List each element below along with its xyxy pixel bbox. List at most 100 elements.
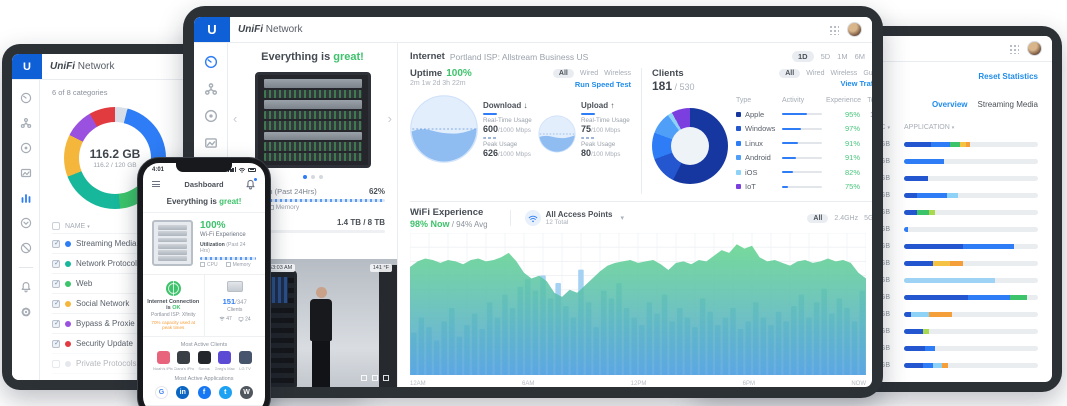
clients-icon[interactable]	[204, 109, 218, 123]
reset-statistics-link[interactable]: Reset Statistics	[978, 72, 1038, 81]
settings-gear-icon[interactable]	[20, 306, 32, 318]
category-checkbox[interactable]	[52, 319, 60, 328]
category-checkbox[interactable]	[52, 239, 60, 248]
type-color-dot	[736, 111, 741, 117]
experience-header[interactable]: Experience	[826, 97, 862, 104]
camera-controls[interactable]	[361, 375, 389, 381]
category-checkbox[interactable]	[52, 359, 60, 368]
client-name: Ciara's iPhone	[173, 366, 194, 371]
app-grid-icon[interactable]	[829, 24, 839, 35]
category-checkbox[interactable]	[52, 259, 60, 268]
wifi-experience-label: WiFi Experience	[410, 207, 484, 218]
notifications-bell-icon[interactable]	[245, 177, 257, 190]
carousel-dots[interactable]	[228, 175, 397, 179]
category-checkbox[interactable]	[52, 279, 60, 288]
clients-filter-wireless[interactable]: Wireless	[830, 70, 858, 77]
active-client-item[interactable]: Greg's MacBook	[215, 351, 235, 371]
devices-icon[interactable]	[20, 117, 32, 129]
dashboard-icon[interactable]	[204, 55, 218, 69]
access-point-icon	[226, 281, 243, 292]
category-name: Private Protocols	[76, 359, 137, 368]
person-in-camera	[310, 287, 340, 387]
internet-filter-wired[interactable]: Wired	[579, 70, 599, 77]
menu-icon[interactable]	[152, 181, 160, 187]
clients-filter-guest[interactable]: Guest	[863, 70, 872, 77]
wifi-filter-24ghz[interactable]: 2.4GHz	[834, 214, 859, 222]
globe-icon	[165, 281, 181, 296]
clients-icon[interactable]	[20, 142, 32, 154]
linkedin-app-icon[interactable]: in	[176, 386, 190, 399]
memory-legend: Memory	[268, 204, 299, 211]
range-1d[interactable]: 1D	[791, 51, 814, 62]
category-name: Bypass & Proxie T...	[76, 319, 148, 328]
traffic-stacked-bar	[904, 295, 1038, 300]
category-color-dot	[65, 280, 71, 287]
security-icon[interactable]	[20, 242, 32, 254]
type-header[interactable]: Type	[736, 97, 752, 104]
category-checkbox[interactable]	[52, 299, 60, 308]
view-traffic-link[interactable]: View Traffic	[840, 79, 872, 88]
traffic-stacked-bar	[904, 261, 1038, 266]
category-checkbox[interactable]	[52, 379, 60, 380]
active-client-item[interactable]: Ciara's iPhone	[174, 351, 194, 371]
range-6m[interactable]: 6M	[854, 52, 865, 61]
run-speed-test-link[interactable]: Run Speed Test	[574, 80, 631, 89]
internet-filter-all[interactable]: All	[552, 69, 574, 78]
upload-label: Upload ↑	[581, 100, 615, 110]
uptime-duration: 2m 1w 2d 3h 22m	[410, 80, 466, 87]
dashboard-icon[interactable]	[20, 92, 32, 104]
select-all-checkbox[interactable]	[52, 222, 60, 230]
client-name: Greg's MacBook	[214, 366, 235, 371]
clients-filter-all[interactable]: All	[779, 69, 801, 78]
activity-header[interactable]: Activity	[782, 97, 805, 104]
carousel-prev-icon[interactable]: ‹	[233, 111, 238, 126]
avatar[interactable]	[847, 22, 862, 37]
traffic-stacked-bar	[904, 312, 1038, 317]
insights-icon[interactable]	[20, 167, 32, 179]
access-point-selector[interactable]: All Access Points 12 Total ▾	[509, 210, 624, 226]
internet-isp: Portland ISP: Xfinity	[151, 312, 196, 318]
application-column-header[interactable]: APPLICATION ▾	[904, 124, 955, 131]
download-peak-value: 626/1000 Mbps	[483, 147, 531, 158]
unifi-logo: U	[194, 17, 230, 42]
insights-icon[interactable]	[204, 136, 218, 150]
range-1m[interactable]: 1M	[837, 52, 848, 61]
wordpress-app-icon[interactable]: W	[240, 386, 253, 399]
type-color-dot	[736, 184, 741, 190]
twitter-app-icon[interactable]: t	[218, 386, 232, 399]
clients-filter-wired[interactable]: Wired	[806, 70, 825, 77]
client-thumbnail	[197, 351, 211, 364]
total-header[interactable]: Total	[867, 97, 872, 104]
avatar[interactable]	[1027, 41, 1042, 56]
traffic-stacked-bar	[904, 227, 1038, 232]
maps-icon[interactable]	[20, 217, 32, 229]
category-color-dot	[65, 340, 71, 347]
download-realtime-value: 600/1000 Mbps	[483, 123, 531, 134]
traffic-categories-donut: 116.2 GB 116.2 / 120 GB	[64, 107, 166, 209]
notifications-bell-icon[interactable]	[20, 281, 32, 293]
tab-overview[interactable]: Overview	[931, 100, 968, 109]
name-column-header[interactable]: NAME ▾	[65, 222, 90, 230]
internet-card[interactable]: Internet Connection is OK Portland ISP: …	[143, 275, 204, 336]
google-app-icon[interactable]: G	[155, 386, 168, 399]
wifi-filter-all[interactable]: All	[807, 213, 829, 223]
traffic-stacked-bar	[904, 210, 1038, 215]
traffic-stacked-bar	[904, 363, 1038, 368]
activity-bar	[782, 113, 822, 116]
facebook-app-icon[interactable]: f	[197, 386, 211, 399]
range-5d[interactable]: 5D	[820, 52, 831, 61]
wifi-filter-5ghz[interactable]: 5GHz	[864, 214, 872, 222]
statistics-icon[interactable]	[20, 192, 32, 204]
active-client-item[interactable]: Noah's iPhone	[153, 351, 173, 371]
carousel-next-icon[interactable]: ›	[387, 111, 392, 126]
devices-icon[interactable]	[204, 82, 218, 96]
app-grid-icon[interactable]	[1009, 43, 1019, 54]
tab-streaming-media[interactable]: Streaming Media	[977, 100, 1038, 109]
active-client-item[interactable]: LG TV	[235, 351, 255, 371]
clients-card[interactable]: 151/347 Clients 47 24	[203, 275, 266, 336]
category-checkbox[interactable]	[52, 339, 60, 348]
internet-filter-wireless[interactable]: Wireless	[604, 70, 631, 77]
active-client-item[interactable]: Sonos	[194, 351, 214, 371]
wifi-now-value: 98% Now	[410, 219, 450, 229]
internet-status: Internet Connection is OK	[147, 299, 200, 311]
